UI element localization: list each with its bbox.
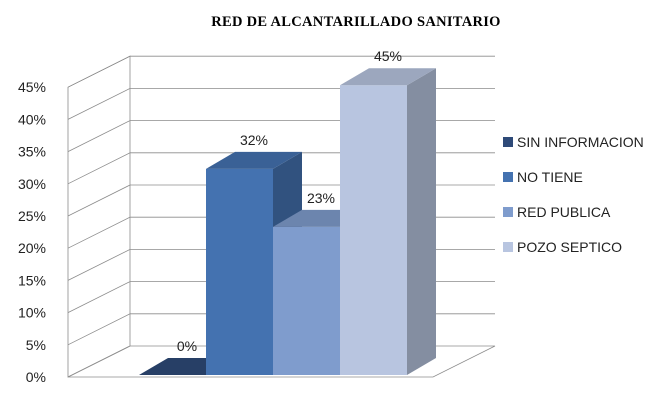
y-tick-label: 35% xyxy=(18,144,46,160)
y-tick-label: 0% xyxy=(26,369,46,385)
legend: SIN INFORMACION NO TIENE RED PUBLICA POZO S… xyxy=(503,134,644,255)
legend-label: SIN INFORMACION xyxy=(517,134,644,150)
legend-swatch xyxy=(503,207,513,217)
y-tick-label: 25% xyxy=(18,208,46,224)
floor xyxy=(67,345,496,378)
legend-label: NO TIENE xyxy=(517,169,583,185)
chart-title: RED DE ALCANTARILLADO SANITARIO xyxy=(211,14,501,30)
bar-front xyxy=(206,168,273,375)
bar-top xyxy=(206,151,302,169)
bar-side xyxy=(407,68,436,375)
gridline xyxy=(67,55,495,88)
bar-front xyxy=(340,85,407,375)
y-tick-label: 30% xyxy=(18,176,46,192)
y-tick-label: 5% xyxy=(26,337,46,353)
legend-item: SIN INFORMACION xyxy=(503,134,644,150)
y-tick-label: 15% xyxy=(18,272,46,288)
data-label: 0% xyxy=(177,338,197,354)
data-label: 23% xyxy=(307,190,335,206)
bar-top xyxy=(340,68,436,86)
y-tick-label: 45% xyxy=(18,79,46,95)
data-labels: 0% 32% 23% 45% xyxy=(177,48,402,354)
legend-item: NO TIENE xyxy=(503,169,583,185)
data-label: 45% xyxy=(374,48,402,64)
y-tick-label: 10% xyxy=(18,305,46,321)
legend-swatch xyxy=(503,242,513,252)
y-axis: 0% 5% 10% 15% 20% 25% 30% 35% 40% 45% xyxy=(18,79,46,385)
data-label: 32% xyxy=(240,132,268,148)
bars xyxy=(139,68,436,375)
legend-label: POZO SEPTICO xyxy=(517,239,622,255)
y-tick-label: 20% xyxy=(18,240,46,256)
legend-item: POZO SEPTICO xyxy=(503,239,622,255)
legend-label: RED PUBLICA xyxy=(517,204,611,220)
legend-swatch xyxy=(503,137,513,147)
bar-pozo-septico xyxy=(340,68,436,375)
y-tick-label: 40% xyxy=(18,111,46,127)
legend-swatch xyxy=(503,172,513,182)
legend-item: RED PUBLICA xyxy=(503,204,611,220)
bar-front xyxy=(273,226,340,375)
